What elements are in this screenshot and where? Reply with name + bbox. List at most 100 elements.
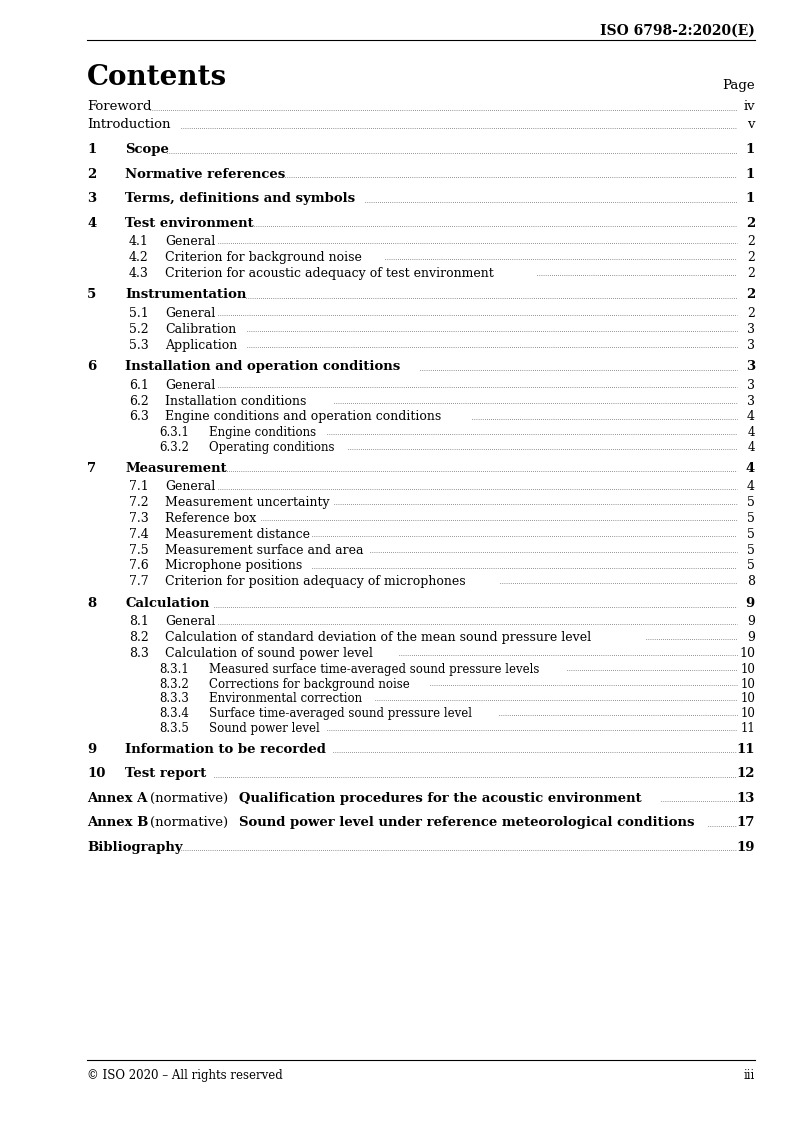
Text: 8.1: 8.1: [129, 615, 149, 628]
Text: © ISO 2020 – All rights reserved: © ISO 2020 – All rights reserved: [87, 1069, 283, 1082]
Text: Calculation: Calculation: [125, 597, 209, 610]
Text: 10: 10: [740, 692, 755, 706]
Text: Information to be recorded: Information to be recorded: [125, 743, 326, 756]
Text: 6.3: 6.3: [129, 411, 149, 423]
Text: Application: Application: [165, 339, 237, 351]
Text: 10: 10: [740, 707, 755, 720]
Text: Criterion for acoustic adequacy of test environment: Criterion for acoustic adequacy of test …: [165, 267, 494, 279]
Text: Surface time-averaged sound pressure level: Surface time-averaged sound pressure lev…: [209, 707, 472, 720]
Text: 5.1: 5.1: [129, 307, 149, 320]
Text: Annex B: Annex B: [87, 817, 153, 829]
Text: 9: 9: [747, 615, 755, 628]
Text: 5: 5: [747, 559, 755, 572]
Text: 4: 4: [747, 480, 755, 494]
Text: 8.2: 8.2: [129, 632, 149, 644]
Text: 19: 19: [737, 840, 755, 854]
Text: 1: 1: [745, 142, 755, 156]
Text: Test report: Test report: [125, 767, 206, 780]
Text: Annex A: Annex A: [87, 792, 152, 804]
Text: Measurement surface and area: Measurement surface and area: [165, 543, 363, 557]
Text: General: General: [165, 480, 215, 494]
Text: 4: 4: [747, 411, 755, 423]
Text: 9: 9: [747, 632, 755, 644]
Text: Measurement distance: Measurement distance: [165, 527, 310, 541]
Text: 2: 2: [87, 167, 96, 181]
Text: (normative): (normative): [151, 792, 232, 804]
Text: 2: 2: [747, 267, 755, 279]
Text: 10: 10: [739, 647, 755, 660]
Text: 8.3.3: 8.3.3: [159, 692, 189, 706]
Text: Measurement: Measurement: [125, 462, 227, 475]
Text: Terms, definitions and symbols: Terms, definitions and symbols: [125, 192, 355, 205]
Text: 5.2: 5.2: [129, 323, 148, 335]
Text: Contents: Contents: [87, 64, 227, 91]
Text: Corrections for background noise: Corrections for background noise: [209, 678, 410, 691]
Text: 5: 5: [747, 512, 755, 525]
Text: Introduction: Introduction: [87, 119, 170, 131]
Text: 3: 3: [747, 395, 755, 407]
Text: Operating conditions: Operating conditions: [209, 441, 335, 454]
Text: 1: 1: [87, 142, 96, 156]
Text: Calculation of sound power level: Calculation of sound power level: [165, 647, 373, 660]
Text: 1: 1: [745, 192, 755, 205]
Text: 2: 2: [747, 307, 755, 320]
Text: 8.3.1: 8.3.1: [159, 663, 189, 675]
Text: 1: 1: [745, 167, 755, 181]
Text: 4.2: 4.2: [129, 251, 149, 264]
Text: 11: 11: [740, 721, 755, 735]
Text: 4.3: 4.3: [129, 267, 149, 279]
Text: Installation conditions: Installation conditions: [165, 395, 306, 407]
Text: Criterion for background noise: Criterion for background noise: [165, 251, 362, 264]
Text: 6.3.2: 6.3.2: [159, 441, 189, 454]
Text: Criterion for position adequacy of microphones: Criterion for position adequacy of micro…: [165, 576, 465, 588]
Text: General: General: [165, 307, 215, 320]
Text: 4: 4: [745, 462, 755, 475]
Text: 8.3.2: 8.3.2: [159, 678, 189, 691]
Text: Measured surface time-averaged sound pressure levels: Measured surface time-averaged sound pre…: [209, 663, 539, 675]
Text: Instrumentation: Instrumentation: [125, 288, 247, 302]
Text: 8: 8: [747, 576, 755, 588]
Text: v: v: [748, 119, 755, 131]
Text: Page: Page: [722, 79, 755, 92]
Text: Engine conditions: Engine conditions: [209, 426, 316, 439]
Text: 12: 12: [737, 767, 755, 780]
Text: 7.3: 7.3: [129, 512, 149, 525]
Text: 4: 4: [87, 217, 96, 230]
Text: Qualification procedures for the acoustic environment: Qualification procedures for the acousti…: [239, 792, 642, 804]
Text: 5.3: 5.3: [129, 339, 149, 351]
Text: 2: 2: [745, 288, 755, 302]
Text: 13: 13: [737, 792, 755, 804]
Text: iii: iii: [744, 1069, 755, 1082]
Text: (normative): (normative): [151, 817, 232, 829]
Text: Scope: Scope: [125, 142, 169, 156]
Text: Reference box: Reference box: [165, 512, 256, 525]
Text: Sound power level under reference meteorological conditions: Sound power level under reference meteor…: [239, 817, 695, 829]
Text: 3: 3: [747, 323, 755, 335]
Text: 17: 17: [737, 817, 755, 829]
Text: 4: 4: [748, 426, 755, 439]
Text: 11: 11: [737, 743, 755, 756]
Text: 6: 6: [87, 360, 96, 374]
Text: Bibliography: Bibliography: [87, 840, 182, 854]
Text: General: General: [165, 615, 215, 628]
Text: Engine conditions and operation conditions: Engine conditions and operation conditio…: [165, 411, 441, 423]
Text: 7.4: 7.4: [129, 527, 149, 541]
Text: 6.2: 6.2: [129, 395, 149, 407]
Text: 7: 7: [87, 462, 96, 475]
Text: 9: 9: [745, 597, 755, 610]
Text: 2: 2: [747, 234, 755, 248]
Text: Measurement uncertainty: Measurement uncertainty: [165, 496, 330, 509]
Text: 2: 2: [747, 251, 755, 264]
Text: 7.6: 7.6: [129, 559, 149, 572]
Text: Test environment: Test environment: [125, 217, 254, 230]
Text: Normative references: Normative references: [125, 167, 285, 181]
Text: General: General: [165, 379, 215, 392]
Text: 2: 2: [745, 217, 755, 230]
Text: 3: 3: [747, 339, 755, 351]
Text: 7.7: 7.7: [129, 576, 148, 588]
Text: 8: 8: [87, 597, 96, 610]
Text: 10: 10: [87, 767, 105, 780]
Text: Calibration: Calibration: [165, 323, 236, 335]
Text: 3: 3: [87, 192, 96, 205]
Text: 5: 5: [87, 288, 96, 302]
